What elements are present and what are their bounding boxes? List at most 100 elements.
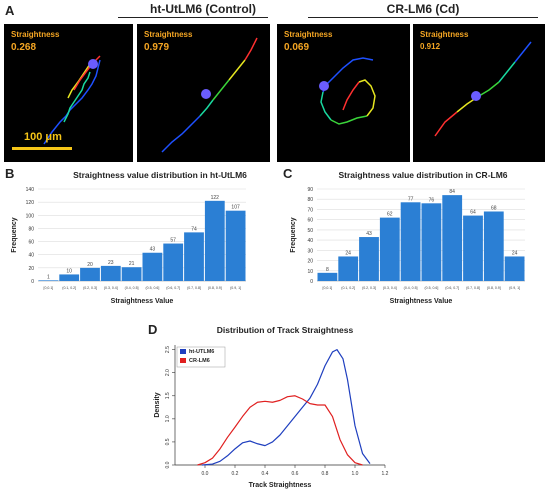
y-tick-label: 0.5	[165, 438, 171, 445]
x-tick-label: 1.0	[352, 471, 359, 477]
bar	[338, 256, 359, 281]
x-axis-title: Track Straightness	[249, 482, 312, 489]
bar	[184, 232, 204, 281]
bar	[59, 274, 80, 281]
histogram-cd: 0 10 20 30 40 50 60 70 80 90 8 [0,0.1] 24 (0.1, 0.2] 4…	[290, 187, 525, 305]
x-tick-label: 0.8	[322, 471, 329, 477]
y-tick-label: 40	[307, 238, 313, 244]
x-tick-label: 0.0	[202, 471, 209, 477]
x-tick-label: 0.6	[292, 471, 299, 477]
bar	[421, 203, 442, 281]
bar-value-label: 43	[150, 247, 156, 253]
x-tick-label: (0.8, 0.9]	[208, 286, 222, 290]
x-tick-label: (0.7, 0.8]	[466, 286, 480, 290]
straightness-value: 0.268	[11, 42, 37, 53]
bar-value-label: 10	[66, 268, 72, 274]
x-tick-label: (0.3, 0.4]	[383, 286, 397, 290]
straightness-label: Straightness	[284, 30, 333, 39]
x-tick-label: [0,0.1]	[323, 286, 333, 290]
bar	[163, 243, 184, 281]
cell-track-drawing	[319, 57, 376, 125]
bar-value-label: 43	[366, 231, 372, 237]
x-tick-label: (0.3, 0.4]	[104, 286, 118, 290]
legend-swatch	[180, 349, 186, 354]
x-tick-label: (0.5, 0.6]	[145, 286, 159, 290]
cell-track-drawing	[434, 41, 532, 137]
y-tick-label: 20	[307, 259, 313, 265]
bar-value-label: 21	[129, 261, 135, 267]
bar-value-label: 122	[211, 195, 220, 201]
x-tick-label: (0.4, 0.5]	[404, 286, 418, 290]
panel-d-letter: D	[148, 322, 158, 337]
y-tick-label: 80	[28, 226, 34, 232]
y-tick-label: 1.5	[165, 392, 171, 399]
y-tick-label: 140	[26, 187, 35, 193]
bar	[400, 202, 421, 281]
y-tick-label: 120	[26, 200, 35, 206]
track-image-cd-2: Straightness 0.912	[413, 24, 545, 162]
x-tick-label: (0.6, 0.7]	[166, 286, 180, 290]
x-axis-title: Straightness Value	[111, 298, 174, 305]
x-tick-label: (0.2, 0.3]	[362, 286, 376, 290]
bar	[463, 215, 483, 281]
chart-b-title: Straightness value distribution in ht-Ut…	[73, 170, 247, 180]
x-axis-title: Straightness Value	[390, 298, 453, 305]
bar-value-label: 24	[345, 250, 351, 256]
x-tick-label: (0.8, 0.9]	[487, 286, 501, 290]
group-underline-cd	[308, 17, 538, 18]
density-line	[197, 395, 363, 466]
bar-value-label: 68	[491, 205, 497, 211]
group-title-cd: CR-LM6 (Cd)	[386, 2, 460, 16]
bar-value-label: 1	[47, 274, 50, 280]
bar-value-label: 8	[326, 267, 329, 273]
y-tick-label: 60	[307, 218, 313, 224]
x-tick-label: 1.2	[382, 471, 389, 477]
y-tick-label: 2.5	[165, 346, 171, 353]
x-tick-label: (0.9, 1]	[230, 286, 241, 290]
histogram-control: 0 20 40 60 80 100 120 140 1 [0,0.1] 10 (0.1, 0.2] 20…	[11, 187, 246, 305]
y-tick-label: 0	[310, 279, 313, 285]
bar	[142, 252, 163, 281]
legend-label: ht-UTLM6	[189, 349, 214, 355]
y-tick-label: 70	[307, 207, 313, 213]
bar-value-label: 74	[191, 226, 197, 232]
x-tick-label: (0.5, 0.6]	[424, 286, 438, 290]
bar-value-label: 64	[470, 210, 476, 216]
straightness-label: Straightness	[144, 30, 193, 39]
y-tick-label: 20	[28, 266, 34, 272]
y-axis-title: Frequency	[290, 217, 297, 253]
legend-box	[176, 346, 226, 368]
bar	[317, 272, 338, 281]
x-tick-label: (0.4, 0.5]	[125, 286, 139, 290]
track-image-control-1: Straightness 0.268 100 μm	[4, 24, 133, 162]
y-tick-label: 2.0	[165, 369, 171, 376]
cell-track-drawing	[43, 55, 101, 145]
y-tick-label: 1.0	[165, 415, 171, 422]
bar-value-label: 77	[408, 196, 414, 202]
bar	[442, 195, 463, 281]
x-tick-label: (0.9, 1]	[509, 286, 520, 290]
x-tick-label: 0.2	[232, 471, 239, 477]
cell-track-drawing	[161, 37, 258, 153]
bar	[504, 256, 525, 281]
track-image-cd-1: Straightness 0.069	[277, 24, 410, 162]
legend-swatch	[180, 358, 186, 363]
bar	[483, 211, 504, 281]
panel-b-letter: B	[5, 166, 15, 181]
x-tick-label: (0.7, 0.8]	[187, 286, 201, 290]
bar-value-label: 20	[87, 262, 93, 268]
chart-d-title: Distribution of Track Straightness	[216, 325, 354, 335]
bar	[225, 210, 246, 281]
density-plot: 0.0 0.5 1.0 1.5 2.0 2.5 0.0 0.2 0.4 0.6 0.8 1.0 1.2 h…	[154, 345, 389, 489]
straightness-label: Straightness	[11, 30, 60, 39]
bar-value-label: 107	[231, 205, 240, 211]
x-tick-label: 0.4	[262, 471, 269, 477]
scale-bar	[12, 147, 72, 150]
y-tick-label: 0	[31, 279, 34, 285]
panel-a-letter: A	[5, 3, 15, 18]
bar-value-label: 84	[449, 189, 455, 195]
density-line	[201, 349, 371, 466]
y-tick-label: 10	[307, 269, 313, 275]
y-tick-label: 100	[26, 213, 35, 219]
straightness-label: Straightness	[420, 30, 469, 39]
